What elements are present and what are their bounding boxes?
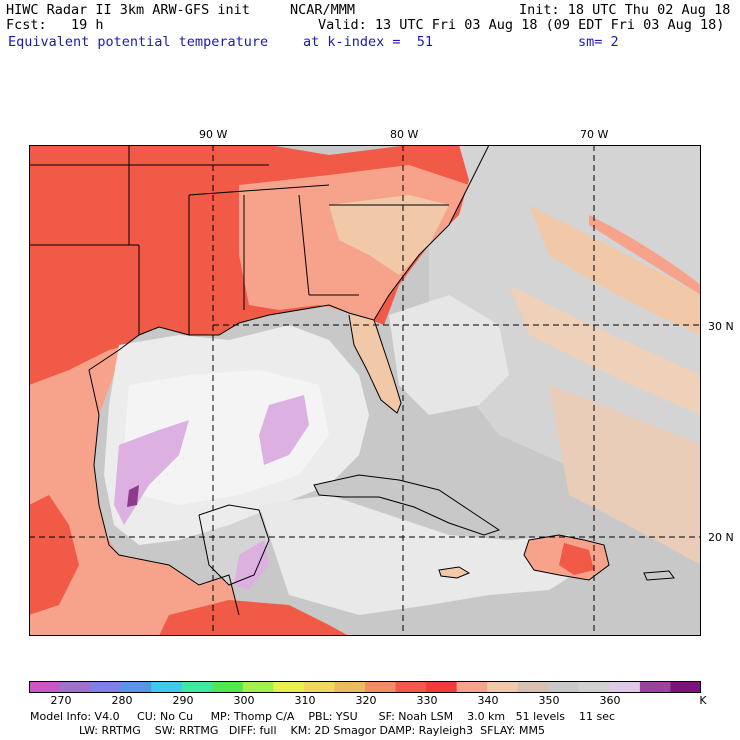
tick-320: 320 bbox=[355, 694, 377, 707]
atlantic-salmon-streak bbox=[589, 215, 701, 295]
colorbar-swatch bbox=[242, 681, 274, 693]
smoothing-value: sm= 2 bbox=[578, 34, 619, 50]
colorbar-swatch bbox=[181, 681, 213, 693]
colorbar-swatch bbox=[29, 681, 61, 693]
tick-350: 350 bbox=[538, 694, 560, 707]
init-time: Init: 18 UTC Thu 02 Aug 18 bbox=[519, 2, 731, 18]
colorbar-swatch bbox=[120, 681, 152, 693]
caribbean-cloud bbox=[259, 495, 589, 615]
tick-340: 340 bbox=[477, 694, 499, 707]
colorbar-swatch bbox=[517, 681, 549, 693]
colorbar-swatch bbox=[212, 681, 244, 693]
title-model: HIWC Radar II 3km ARW-GFS init bbox=[6, 2, 250, 18]
lat-lon-grid bbox=[29, 145, 701, 636]
cuba-island bbox=[313, 474, 501, 536]
colorbar-swatch bbox=[273, 681, 305, 693]
tick-330: 330 bbox=[416, 694, 438, 707]
purple-core bbox=[127, 485, 139, 507]
mexico-red-patch bbox=[29, 495, 79, 615]
footer-physics-info: LW: RRTMG SW: RRTMG DIFF: full KM: 2D Sm… bbox=[30, 724, 545, 737]
mexico-land bbox=[29, 465, 239, 636]
tick-unit-k: K bbox=[699, 694, 707, 707]
lavender-cell-3 bbox=[234, 540, 269, 590]
atlantic-tan-band-2 bbox=[509, 285, 701, 415]
colorbar-swatch bbox=[609, 681, 641, 693]
lon-label-80w: 80 W bbox=[390, 128, 419, 141]
colorbar-swatch bbox=[639, 681, 671, 693]
colorbar-swatch bbox=[426, 681, 458, 693]
lavender-cell-2 bbox=[259, 395, 309, 465]
colorbar-swatch bbox=[578, 681, 610, 693]
colorbar-swatch bbox=[456, 681, 488, 693]
coastline-borders bbox=[29, 145, 490, 616]
valid-time: Valid: 13 UTC Fri 03 Aug 18 (09 EDT Fri … bbox=[318, 17, 725, 33]
theta-e-map bbox=[29, 145, 701, 636]
colorbar-swatch bbox=[59, 681, 91, 693]
forecast-hour: Fcst: 19 h bbox=[6, 17, 104, 33]
colorbar-swatch bbox=[334, 681, 366, 693]
colorbar-swatch bbox=[151, 681, 183, 693]
colorbar-swatch bbox=[303, 681, 335, 693]
colorbar-swatch bbox=[90, 681, 122, 693]
puerto-rico-island bbox=[643, 570, 675, 581]
atlantic-light bbox=[429, 145, 701, 475]
florida-peninsula bbox=[349, 315, 401, 413]
title-org: NCAR/MMM bbox=[290, 2, 356, 18]
colorbar-swatch bbox=[365, 681, 397, 693]
tick-270: 270 bbox=[50, 694, 72, 707]
lat-label-20n: 20 N bbox=[708, 531, 734, 544]
tick-300: 300 bbox=[233, 694, 255, 707]
atlantic-tan-lower bbox=[549, 385, 701, 565]
central-america bbox=[159, 600, 349, 636]
colorbar-swatch bbox=[548, 681, 580, 693]
atlantic-tan-band bbox=[529, 205, 701, 335]
lon-label-90w: 90 W bbox=[199, 128, 228, 141]
lat-label-30n: 30 N bbox=[708, 320, 734, 333]
hispaniola-red bbox=[559, 543, 594, 575]
colorbar bbox=[29, 681, 701, 693]
lon-label-70w: 70 W bbox=[580, 128, 609, 141]
field-name: Equivalent potential temperature bbox=[8, 34, 269, 50]
jamaica-island bbox=[438, 566, 471, 579]
tick-360: 360 bbox=[599, 694, 621, 707]
tick-310: 310 bbox=[294, 694, 316, 707]
k-index-level: at k-index = 51 bbox=[303, 34, 434, 50]
colorbar-swatch bbox=[395, 681, 427, 693]
tick-280: 280 bbox=[111, 694, 133, 707]
tick-290: 290 bbox=[172, 694, 194, 707]
colorbar-swatch bbox=[487, 681, 519, 693]
colorbar-swatch bbox=[670, 681, 701, 693]
footer-model-info: Model Info: V4.0 CU: No Cu MP: Thomp C/A… bbox=[30, 710, 616, 723]
